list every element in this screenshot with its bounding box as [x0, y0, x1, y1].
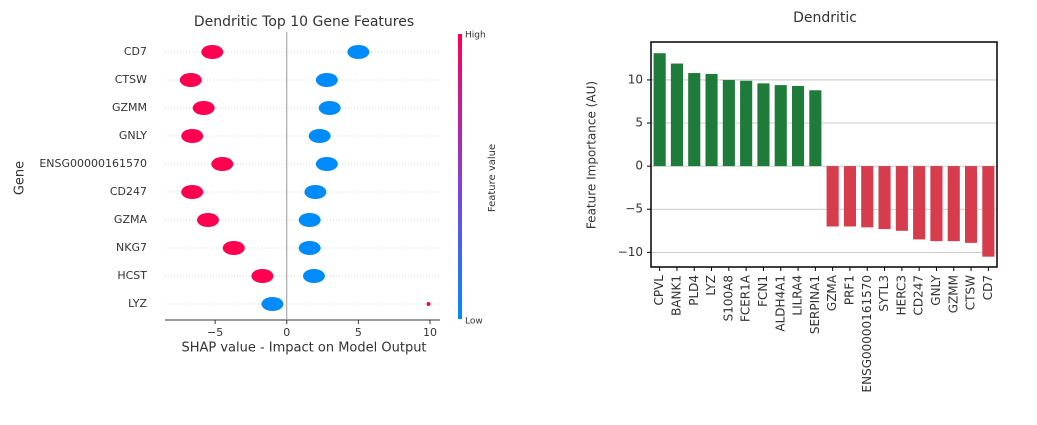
x-tick-label: GNLY [929, 274, 943, 305]
x-tick-label: SYTL3 [877, 275, 891, 312]
plot-frame [650, 41, 998, 268]
violin [302, 269, 325, 283]
legend-label: High [465, 31, 486, 41]
x-tick-label: FCN1 [756, 275, 770, 307]
bar [826, 166, 839, 227]
x-tick-label: LYZ [704, 275, 718, 296]
violin [304, 185, 327, 199]
bar [809, 90, 822, 167]
violin [298, 241, 321, 255]
bar [861, 166, 874, 228]
violin [179, 73, 202, 87]
x-tick-label: CTSW [964, 275, 978, 310]
x-tick-label: CD247 [912, 275, 926, 316]
bar [774, 85, 787, 167]
bar [895, 166, 908, 231]
x-tick-label: LILRA4 [791, 275, 805, 316]
y-tick-label: −5 [625, 202, 643, 216]
violin [308, 129, 331, 143]
y-tick-label: CD247 [110, 185, 147, 198]
x-tick-label: 10 [423, 326, 437, 339]
x-tick-label: SERPINA1 [808, 275, 822, 334]
violin [181, 129, 204, 143]
violin [251, 269, 274, 283]
x-tick-label: FCER1A [739, 274, 753, 322]
chart-title: Dendritic [793, 10, 857, 26]
bar [878, 166, 891, 230]
violin [222, 241, 245, 255]
x-tick-label: PRF1 [842, 275, 856, 305]
bar [982, 166, 995, 257]
bar [930, 166, 943, 242]
x-tick-label: CPVL [652, 275, 666, 306]
y-tick-label: ENSG00000161570 [39, 157, 147, 170]
bar [947, 166, 960, 242]
x-tick-label: 0 [283, 326, 290, 339]
x-tick-label: PLD4 [687, 275, 701, 306]
bar [843, 166, 857, 227]
bar [964, 166, 978, 243]
violin [211, 157, 234, 171]
x-tick-label: GZMM [946, 275, 960, 313]
y-axis-label: Gene [13, 161, 28, 195]
colorbar-label: Feature value [487, 144, 498, 212]
bar [670, 63, 684, 167]
violin [315, 73, 338, 87]
x-axis-label: SHAP value - Impact on Model Output [181, 341, 426, 356]
y-tick-label: NKG7 [116, 241, 147, 254]
chart-title: Dendritic Top 10 Gene Features [194, 14, 414, 30]
violin [201, 45, 224, 59]
y-tick-label: −10 [618, 245, 643, 259]
violin [196, 213, 219, 227]
violin [315, 157, 338, 171]
violin [426, 302, 431, 306]
y-tick-label: GZMM [112, 101, 147, 114]
y-tick-label: CTSW [115, 73, 147, 86]
y-tick-label: LYZ [128, 297, 147, 310]
violin [261, 297, 284, 311]
bar [757, 83, 770, 167]
bar [653, 53, 666, 167]
bar [791, 85, 805, 167]
x-tick-label: −5 [207, 326, 223, 339]
bar [740, 80, 753, 167]
x-tick-label: CD7 [981, 275, 995, 300]
violin [347, 45, 370, 59]
x-tick-label: HERC3 [894, 275, 908, 315]
y-tick-label: 0 [635, 159, 643, 173]
colorbar [458, 34, 462, 319]
bar [705, 73, 718, 167]
violin [298, 213, 321, 227]
y-tick-label: 10 [628, 72, 643, 86]
bar [913, 166, 926, 240]
y-tick-label: HCST [117, 269, 147, 282]
x-tick-label: ENSG00000161570 [860, 275, 874, 392]
bar [722, 79, 735, 167]
y-tick-label: GZMA [114, 213, 148, 226]
y-tick-label: GNLY [119, 129, 147, 142]
violin [318, 101, 341, 115]
y-axis-label: Feature Importance (AU) [585, 81, 599, 229]
y-tick-label: CD7 [124, 45, 147, 58]
y-tick-label: 5 [635, 116, 643, 130]
x-tick-label: ALDH4A1 [773, 275, 787, 332]
legend-label: Low [465, 317, 483, 327]
x-tick-label: S100A8 [721, 275, 735, 321]
violin [181, 185, 204, 199]
violin [192, 101, 215, 115]
x-tick-label: GZMA [825, 274, 839, 311]
bar [688, 73, 701, 167]
x-tick-label: BANK1 [669, 275, 683, 316]
x-tick-label: 5 [355, 326, 362, 339]
